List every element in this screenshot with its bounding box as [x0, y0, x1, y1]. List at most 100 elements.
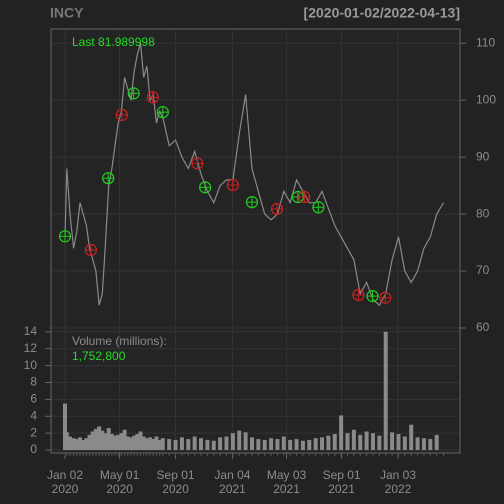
volume-bar — [74, 439, 79, 451]
signal-marker — [156, 106, 169, 119]
volume-bar — [160, 438, 165, 451]
volume-bar — [192, 436, 197, 451]
y-tick-label: 0 — [30, 442, 37, 456]
volume-bar — [313, 438, 318, 451]
x-tick-label: Sep 01 — [157, 468, 195, 482]
volume-bar — [383, 331, 388, 451]
volume-bar — [205, 439, 210, 451]
volume-bar — [179, 437, 184, 451]
volume-bar — [339, 415, 344, 451]
volume-bar — [84, 438, 89, 451]
signal-marker — [191, 157, 204, 170]
signal-marker — [199, 181, 212, 194]
signal-marker — [298, 190, 311, 204]
y-tick-label: 10 — [24, 358, 38, 372]
volume-bar — [377, 435, 382, 451]
y-tick-label: 8 — [30, 375, 37, 389]
volume-bar — [307, 439, 312, 451]
x-tick-label: May 01 — [100, 468, 140, 482]
volume-bar — [63, 403, 67, 451]
signal-marker — [312, 201, 325, 214]
y-tick-label: 70 — [476, 263, 490, 277]
volume-bar — [224, 436, 229, 451]
volume-bar — [68, 436, 73, 451]
signal-marker — [226, 178, 239, 192]
volume-bar — [332, 433, 337, 451]
volume-bar — [199, 438, 204, 451]
volume-bar — [90, 431, 95, 451]
x-tick-label: 2020 — [162, 482, 189, 496]
volume-bar — [262, 439, 267, 451]
x-tick-label: 2021 — [273, 482, 300, 496]
volume-bar — [269, 438, 274, 451]
signal-marker — [146, 91, 159, 104]
y-tick-label: 12 — [24, 341, 38, 355]
volume-bar — [421, 438, 426, 451]
volume-bar — [186, 439, 191, 451]
y-tick-label: 100 — [476, 92, 496, 106]
signal-marker — [270, 202, 284, 216]
signal-marker — [379, 291, 392, 304]
volume-bar — [113, 435, 118, 451]
volume-bar — [103, 433, 108, 451]
volume-bar — [243, 432, 248, 451]
volume-bar — [64, 432, 69, 451]
volume-bar — [128, 437, 133, 451]
volume-bar — [281, 436, 286, 451]
x-tick-label: 2021 — [328, 482, 355, 496]
volume-bar — [78, 437, 83, 451]
signal-marker — [127, 87, 140, 100]
volume-bar — [141, 436, 146, 451]
volume-bar — [87, 434, 92, 451]
volume-bar — [358, 434, 363, 451]
volume-bar — [93, 428, 98, 451]
x-tick-label: 2021 — [219, 482, 246, 496]
signal-marker — [58, 230, 72, 243]
volume-bar — [211, 440, 216, 451]
signal-marker — [115, 108, 128, 122]
volume-bar — [351, 429, 356, 451]
volume-bar — [116, 434, 121, 451]
volume-last-label: 1,752,800 — [72, 349, 126, 363]
volume-bar — [230, 433, 235, 451]
volume-bar — [148, 437, 153, 451]
volume-label: Volume (millions): — [72, 334, 167, 348]
volume-bar — [256, 439, 261, 451]
volume-bar — [135, 433, 140, 451]
y-tick-label: 2 — [30, 425, 37, 439]
price-line — [64, 43, 445, 307]
x-tick-label: Sep 01 — [323, 468, 361, 482]
volume-bar — [109, 433, 114, 451]
signal-marker — [102, 172, 115, 185]
volume-bar — [294, 439, 299, 451]
signal-marker — [366, 290, 379, 303]
volume-bar — [100, 430, 105, 451]
volume-bar — [138, 431, 143, 451]
y-tick-label: 110 — [476, 35, 495, 49]
x-tick-label: 2022 — [385, 482, 412, 496]
y-tick-label: 60 — [476, 320, 490, 334]
volume-bar — [81, 439, 86, 451]
volume-bar — [402, 436, 407, 451]
volume-bar — [409, 424, 414, 451]
volume-bar — [173, 439, 178, 451]
y-tick-label: 80 — [476, 206, 490, 220]
signal-marker — [245, 196, 259, 209]
volume-bar — [370, 433, 375, 451]
y-tick-label: 90 — [476, 149, 490, 163]
chart-title: INCY — [50, 5, 84, 21]
volume-bar — [320, 437, 325, 451]
volume-bar — [151, 439, 156, 451]
signal-marker — [84, 243, 98, 257]
y-tick-label: 6 — [30, 392, 37, 406]
volume-bar — [154, 436, 159, 451]
volume-bar — [326, 435, 331, 451]
volume-bar — [434, 434, 439, 451]
volume-bar — [132, 435, 137, 451]
x-tick-label: May 03 — [267, 468, 307, 482]
chart-subtitle: [2020-01-02/2022-04-13] — [304, 5, 460, 21]
volume-bar — [396, 433, 401, 451]
x-tick-label: Jan 04 — [214, 468, 250, 482]
